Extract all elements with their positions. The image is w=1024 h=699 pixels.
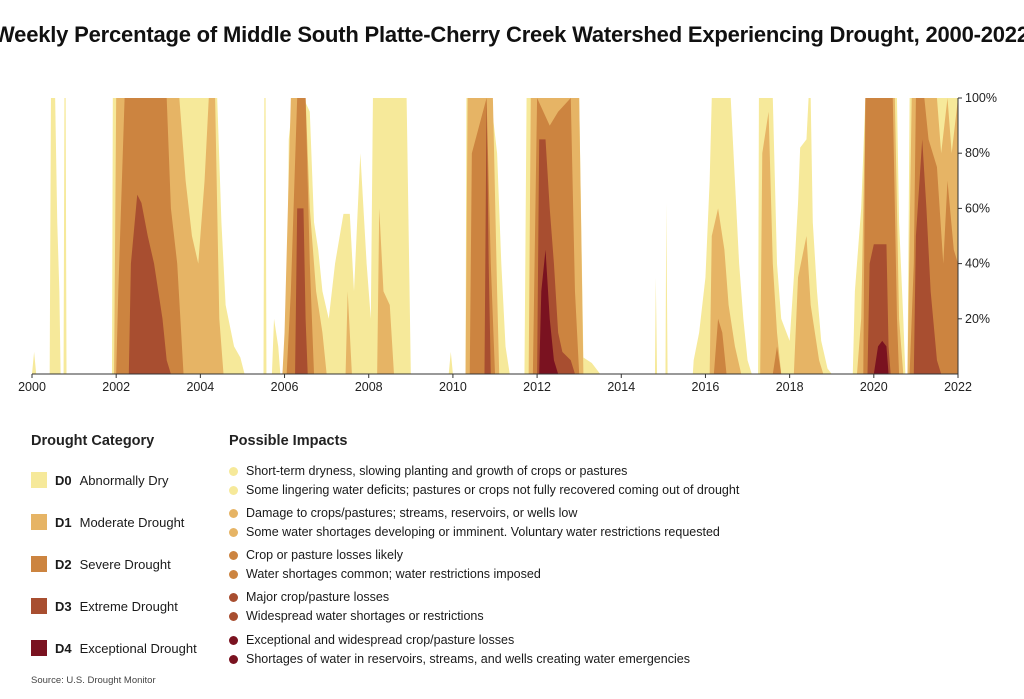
legend-category-code: D4 — [55, 640, 72, 656]
legend-category-code: D3 — [55, 598, 72, 614]
legend-impact-item: Crop or pasture losses likely — [229, 546, 403, 564]
drought-area-chart: 2000 2002 2004 2006 2008 2010 2012 2014 2016 2018… — [18, 91, 997, 394]
legend-impact-item: Exceptional and widespread crop/pasture … — [229, 631, 514, 649]
legend-category-code: D2 — [55, 556, 72, 572]
legend-impact-text: Shortages of water in reservoirs, stream… — [246, 652, 690, 666]
legend-impact-text: Exceptional and widespread crop/pasture … — [246, 633, 515, 647]
legend-swatch — [31, 556, 47, 572]
x-tick-label: 2002 — [102, 380, 130, 394]
legend-impact-text: Damage to crops/pastures; streams, reser… — [246, 506, 578, 520]
y-tick-label: 100% — [965, 91, 997, 105]
x-tick-label: 2012 — [523, 380, 551, 394]
legend-impact-item: Some lingering water deficits; pastures … — [229, 481, 739, 499]
bullet-dot-icon — [229, 592, 238, 602]
legend-impact-text: Some lingering water deficits; pastures … — [246, 483, 740, 497]
y-tick-label: 60% — [965, 201, 990, 215]
legend-impact-text: Some water shortages developing or immin… — [246, 525, 720, 539]
x-tick-label: 2000 — [18, 380, 46, 394]
x-tick-label: 2010 — [439, 380, 467, 394]
legend-category-d1: D1 Moderate Drought — [31, 512, 184, 532]
x-tick-label: 2020 — [860, 380, 888, 394]
legend-category-name: Exceptional Drought — [79, 640, 197, 656]
legend-category-d0: D0 Abnormally Dry — [31, 470, 168, 490]
bullet-dot-icon — [229, 635, 238, 645]
y-tick-label: 20% — [965, 312, 990, 326]
legend-category-d3: D3 Extreme Drought — [31, 596, 178, 616]
bullet-dot-icon — [229, 569, 238, 579]
x-tick-label: 2004 — [186, 380, 214, 394]
series-layer — [32, 98, 958, 374]
legend-swatch — [31, 598, 47, 614]
x-tick-label: 2018 — [776, 380, 804, 394]
legend-category-name: Moderate Drought — [79, 514, 185, 530]
legend-impacts-header: Possible Impacts — [229, 433, 348, 449]
area-series-d2 — [32, 98, 958, 374]
axis-layer: 2000 2002 2004 2006 2008 2010 2012 2014 2016 2018… — [18, 91, 997, 394]
legend-impact-item: Some water shortages developing or immin… — [229, 523, 720, 541]
bullet-dot-icon — [229, 611, 238, 621]
legend-impact-item: Water shortages common; water restrictio… — [229, 565, 541, 583]
legend-category-d2: D2 Severe Drought — [31, 554, 171, 574]
y-tick-label: 80% — [965, 146, 990, 160]
legend-impact-text: Major crop/pasture losses — [246, 590, 390, 604]
bullet-dot-icon — [229, 527, 238, 537]
y-tick-label: 40% — [965, 257, 990, 271]
x-tick-label: 2022 — [944, 380, 972, 394]
bullet-dot-icon — [229, 466, 238, 476]
legend-category-d4: D4 Exceptional Drought — [31, 638, 197, 658]
legend-category-code: D0 — [55, 472, 72, 488]
bullet-dot-icon — [229, 550, 238, 560]
bullet-dot-icon — [229, 485, 238, 495]
chart-title: Weekly Percentage of Middle South Platte… — [0, 22, 1024, 47]
bullet-dot-icon — [229, 654, 238, 664]
legend-impact-item: Shortages of water in reservoirs, stream… — [229, 650, 690, 668]
legend-impact-text: Short-term dryness, slowing planting and… — [246, 464, 628, 478]
legend-swatch — [31, 514, 47, 530]
legend-impact-text: Water shortages common; water restrictio… — [246, 567, 541, 581]
x-tick-label: 2014 — [607, 380, 635, 394]
legend-impact-text: Widespread water shortages or restrictio… — [246, 609, 484, 623]
legend-category-name: Severe Drought — [79, 556, 171, 572]
bullet-dot-icon — [229, 508, 238, 518]
legend-impact-item: Short-term dryness, slowing planting and… — [229, 462, 627, 480]
legend-category-name: Abnormally Dry — [79, 472, 169, 488]
legend-swatch — [31, 472, 47, 488]
legend-impact-item: Damage to crops/pastures; streams, reser… — [229, 504, 577, 522]
legend-category-code: D1 — [55, 514, 72, 530]
source-note: Source: U.S. Drought Monitor — [31, 675, 156, 686]
legend-impact-item: Major crop/pasture losses — [229, 588, 389, 606]
x-tick-label: 2006 — [271, 380, 299, 394]
legend-impact-item: Widespread water shortages or restrictio… — [229, 607, 484, 625]
area-series-d1 — [32, 98, 958, 374]
x-tick-label: 2016 — [692, 380, 720, 394]
legend-category-name: Extreme Drought — [79, 598, 178, 614]
x-tick-label: 2008 — [355, 380, 383, 394]
legend-impact-text: Crop or pasture losses likely — [246, 548, 404, 562]
legend-category-header: Drought Category — [31, 433, 155, 449]
legend-swatch — [31, 640, 47, 656]
